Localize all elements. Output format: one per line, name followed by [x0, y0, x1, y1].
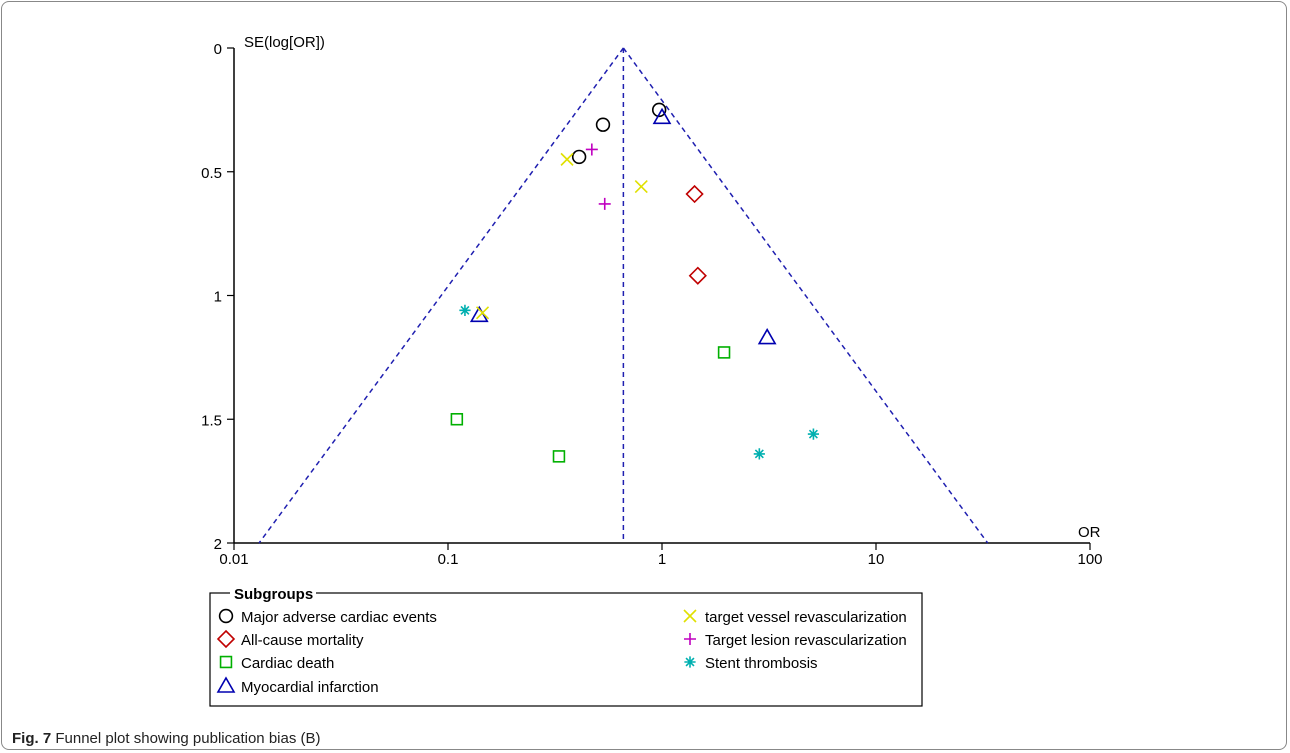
point-triangle: [652, 107, 672, 125]
y-tick-label: 1: [214, 289, 222, 306]
legend-box: [209, 592, 923, 707]
y-tick-label: 2: [214, 536, 222, 553]
data-points: [450, 102, 820, 463]
x-tick-label: 10: [868, 551, 885, 568]
point-circle: [571, 149, 587, 165]
y-axis-title: SE(log[OR]): [244, 34, 325, 51]
point-triangle: [757, 327, 777, 345]
legend-marker-x: [683, 609, 697, 623]
point-asterisk: [807, 428, 820, 440]
funnel-plot: 0 0.5 1 1.5 20.01 0.1 1 10 100 SE(log[OR]) OR Subg…: [201, 34, 1103, 707]
y-tick-label: 1.5: [201, 412, 222, 429]
point-diamond: [688, 266, 707, 285]
point-square: [717, 346, 731, 359]
caption-label: Fig. 7: [12, 730, 52, 747]
y-tick-label: 0.5: [201, 165, 222, 182]
y-tick-label: 0: [214, 41, 222, 58]
point-diamond: [685, 184, 704, 204]
legend-label: Target lesion revascularization: [705, 632, 907, 649]
legend-title-gap: [230, 590, 316, 596]
legend-label: All-cause mortality: [241, 632, 364, 649]
point-plus: [585, 143, 598, 156]
point-asterisk: [753, 448, 765, 460]
point-x: [475, 306, 490, 320]
point-plus: [598, 197, 611, 210]
legend-marker-diamond: [216, 629, 236, 649]
legend: Subgroups Major adverse cardiac events All…: [209, 586, 923, 707]
legend-label: Stent thrombosis: [705, 655, 818, 672]
legend-label: Cardiac death: [241, 655, 334, 672]
x-tick-label: 1: [658, 551, 666, 568]
point-circle: [595, 117, 611, 132]
legend-marker-asterisk: [684, 656, 696, 668]
point-x: [560, 152, 574, 166]
legend-label: Major adverse cardiac events: [241, 609, 437, 626]
x-axis-title: OR: [1078, 524, 1101, 541]
legend-marker-circle: [218, 608, 234, 624]
x-tick-label: 100: [1077, 551, 1102, 568]
funnel-left-limit: [258, 47, 624, 544]
legend-title: Subgroups: [234, 586, 313, 603]
figure-caption: Fig. 7 Funnel plot showing publication b…: [12, 730, 321, 747]
legend-marker-plus: [684, 633, 696, 645]
point-x: [634, 180, 648, 194]
funnel-lines: [258, 47, 989, 544]
point-circle: [651, 102, 667, 118]
x-tick-label: 0.01: [219, 551, 248, 568]
point-square: [450, 413, 464, 426]
legend-marker-square: [219, 655, 233, 669]
point-asterisk: [459, 304, 471, 316]
legend-label: Myocardial infarction: [241, 679, 379, 696]
caption-text: Funnel plot showing publication bias (B): [55, 730, 321, 747]
axes: 0 0.5 1 1.5 20.01 0.1 1 10 100 SE(log[OR]) OR: [201, 34, 1102, 568]
x-tick-label: 0.1: [438, 551, 459, 568]
funnel-right-limit: [622, 47, 989, 544]
legend-marker-triangle: [216, 676, 236, 693]
legend-label: target vessel revascularization: [705, 609, 907, 626]
point-square: [552, 450, 566, 463]
